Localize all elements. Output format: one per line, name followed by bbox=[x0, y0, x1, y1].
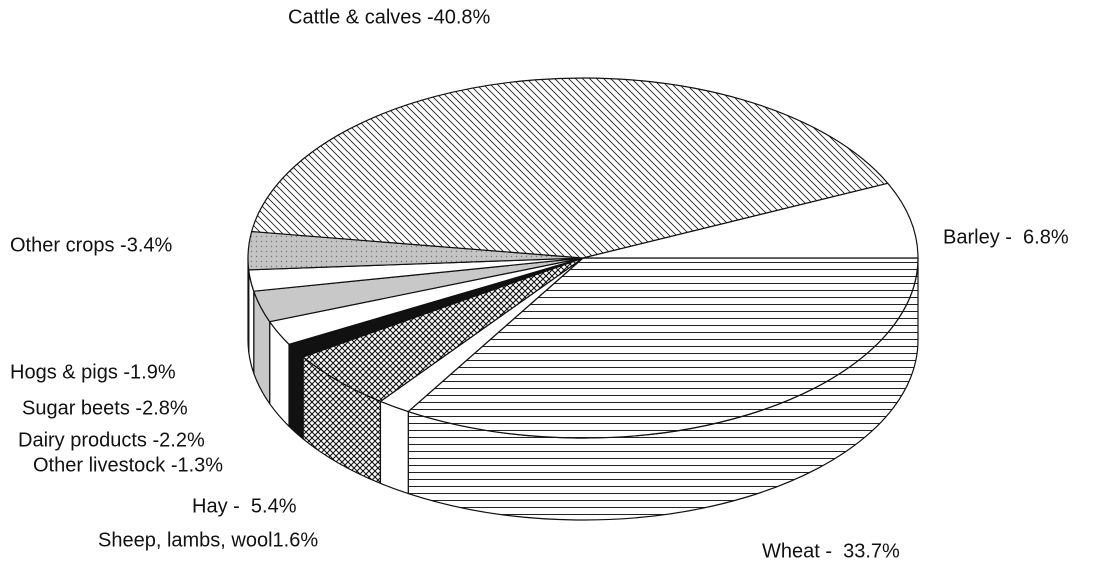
slice-label: Barley - 6.8% bbox=[943, 226, 1069, 248]
slice-label: Cattle & calves -40.8% bbox=[288, 6, 491, 28]
pie-slice-side bbox=[288, 343, 304, 440]
slice-label: Sugar beets -2.8% bbox=[22, 397, 188, 419]
pie-slice bbox=[407, 257, 919, 439]
slice-label: Hay - 5.4% bbox=[192, 495, 297, 517]
pie-slice-side bbox=[379, 400, 409, 495]
slice-label: Dairy products -2.2% bbox=[18, 429, 205, 451]
slice-label: Sheep, lambs, wool1.6% bbox=[98, 529, 318, 551]
pie-slice bbox=[251, 77, 889, 259]
slice-label: Other livestock -1.3% bbox=[33, 454, 223, 476]
slice-label: Other crops -3.4% bbox=[10, 234, 173, 256]
pie-slice bbox=[582, 182, 919, 259]
slice-label: Hogs & pigs -1.9% bbox=[10, 361, 176, 383]
slice-label: Wheat - 33.7% bbox=[762, 540, 900, 562]
